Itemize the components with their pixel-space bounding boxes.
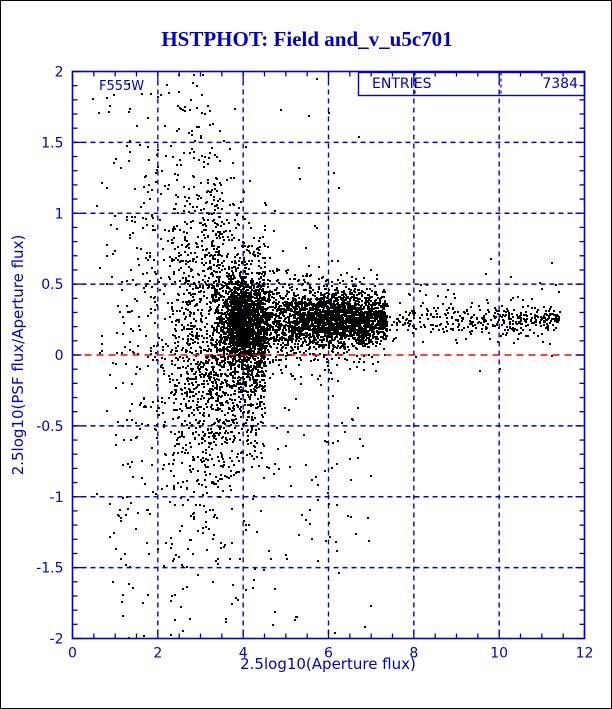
- y-tick-label: -1: [50, 490, 64, 506]
- x-tick-label: 4: [239, 646, 248, 662]
- y-tick-label: -1.5: [36, 561, 63, 577]
- filter-label: F555W: [99, 79, 144, 94]
- entries-stat-box: ENTRIES 7384: [357, 71, 586, 97]
- entries-label: ENTRIES: [372, 76, 432, 92]
- y-tick-labels: -2 -1.5 -1 -0.5 0 0.5 1 1.5 2: [36, 65, 63, 648]
- y-axis-title: 2.5log10(PSF flux/Aperture flux): [9, 235, 27, 476]
- x-tick-label: 0: [68, 646, 77, 662]
- scatter-points: [92, 74, 561, 639]
- entries-value: 7384: [542, 76, 578, 92]
- y-tick-label: -0.5: [36, 419, 63, 435]
- x-tick-label: 6: [324, 646, 333, 662]
- y-tick-label: 1.5: [41, 135, 63, 151]
- axis-ticks: [71, 70, 586, 640]
- y-tick-label: -2: [50, 632, 64, 648]
- x-tick-labels: 0 2 4 6 8 10 12: [68, 646, 593, 662]
- y-tick-label: 0.5: [41, 277, 63, 293]
- x-tick-label: 10: [490, 646, 508, 662]
- x-tick-label: 12: [576, 646, 594, 662]
- y-tick-label: 2: [55, 65, 64, 81]
- y-tick-label: 1: [55, 206, 64, 222]
- page-title: HSTPHOT: Field and_v_u5c701: [161, 27, 453, 51]
- x-tick-label: 8: [409, 646, 418, 662]
- x-axis-title: 2.5log10(Aperture flux): [240, 655, 416, 673]
- y-tick-label: 0: [55, 348, 64, 364]
- x-tick-label: 2: [153, 646, 162, 662]
- entries-box-border: [357, 71, 586, 97]
